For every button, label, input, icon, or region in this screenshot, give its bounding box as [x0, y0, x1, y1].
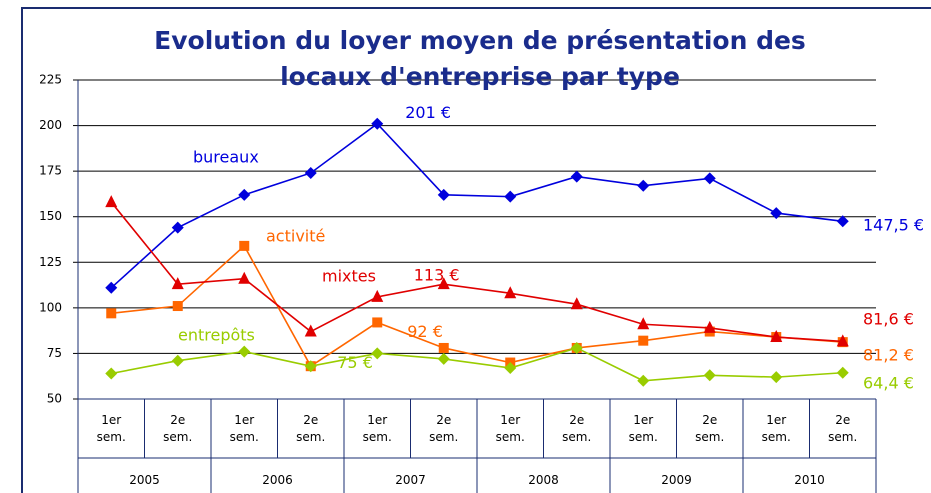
marker	[172, 301, 183, 312]
y-tick-label: 50	[47, 392, 62, 406]
line	[110, 201, 843, 343]
data-label: 113 €	[414, 266, 460, 285]
y-tick-label: 225	[39, 73, 62, 87]
data-label: 92 €	[407, 322, 443, 341]
marker	[836, 334, 849, 347]
marker	[637, 374, 650, 387]
marker	[171, 277, 184, 290]
marker	[239, 240, 250, 251]
data-label: 147,5 €	[863, 216, 924, 235]
year-label: 2006	[262, 473, 293, 487]
line	[111, 347, 843, 382]
y-tick-label: 200	[39, 118, 62, 132]
marker	[105, 367, 118, 380]
x-tick-label: 1er sem.	[628, 413, 658, 444]
marker	[238, 345, 251, 358]
year-label: 2005	[129, 473, 160, 487]
marker	[304, 166, 317, 179]
marker	[836, 366, 849, 379]
y-tick-label: 75	[47, 346, 62, 360]
data-label: 201 €	[405, 103, 451, 122]
marker	[437, 352, 450, 365]
marker	[171, 221, 184, 234]
marker	[437, 277, 450, 290]
marker	[238, 188, 251, 201]
marker	[836, 215, 849, 228]
x-tick-label: 1er sem.	[362, 413, 392, 444]
x-tick-label: 1er sem.	[761, 413, 791, 444]
marker	[105, 195, 118, 208]
marker	[504, 286, 517, 299]
marker	[703, 369, 716, 382]
x-tick-label: 2e sem.	[429, 413, 459, 444]
line	[110, 122, 843, 289]
marker	[638, 335, 649, 346]
series-label: entrepôts	[178, 326, 255, 345]
series-label: activité	[266, 227, 325, 246]
year-label: 2010	[794, 473, 825, 487]
y-tick-label: 100	[39, 300, 62, 314]
marker	[770, 330, 783, 343]
y-tick-label: 175	[39, 164, 62, 178]
marker	[304, 360, 317, 373]
marker	[371, 117, 384, 130]
data-label: 75 €	[337, 353, 373, 372]
marker	[770, 207, 783, 220]
marker	[637, 179, 650, 192]
year-label: 2008	[528, 473, 559, 487]
chart-title: locaux d'entreprise par type	[280, 62, 680, 91]
marker	[105, 281, 118, 294]
marker	[304, 324, 317, 337]
marker	[637, 317, 650, 330]
series-label: mixtes	[322, 267, 376, 286]
x-tick-label: 1er sem.	[229, 413, 259, 444]
marker	[238, 271, 251, 284]
marker	[504, 362, 517, 375]
line	[111, 244, 843, 368]
chart-title: Evolution du loyer moyen de présentation…	[154, 26, 806, 55]
marker	[371, 289, 384, 302]
year-label: 2009	[661, 473, 692, 487]
data-label: 81,6 €	[863, 310, 914, 329]
marker	[438, 342, 449, 353]
marker	[371, 347, 384, 360]
chart-frame	[21, 7, 931, 493]
marker	[770, 371, 783, 384]
x-tick-label: 2e sem.	[562, 413, 592, 444]
x-tick-label: 1er sem.	[495, 413, 525, 444]
data-label: 81,2 €	[863, 346, 914, 365]
marker	[703, 172, 716, 185]
marker	[372, 317, 383, 328]
y-tick-label: 125	[39, 255, 62, 269]
series-label: bureaux	[193, 148, 259, 167]
marker	[703, 320, 716, 333]
marker	[570, 170, 583, 183]
marker	[171, 354, 184, 367]
marker	[437, 188, 450, 201]
marker	[570, 297, 583, 310]
data-label: 64,4 €	[863, 374, 914, 393]
year-label: 2007	[395, 473, 426, 487]
marker	[570, 341, 583, 354]
marker	[504, 190, 517, 203]
x-tick-label: 2e sem.	[296, 413, 326, 444]
x-tick-label: 2e sem.	[828, 413, 858, 444]
y-tick-label: 150	[39, 209, 62, 223]
x-tick-label: 2e sem.	[163, 413, 193, 444]
x-tick-label: 2e sem.	[695, 413, 725, 444]
marker	[106, 308, 117, 319]
x-tick-label: 1er sem.	[96, 413, 126, 444]
